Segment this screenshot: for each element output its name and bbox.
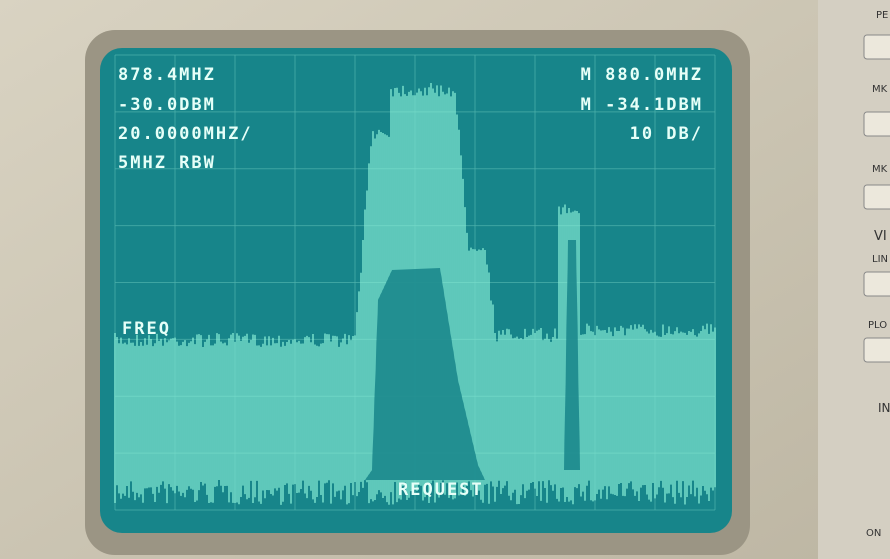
- button[interactable]: [864, 35, 890, 59]
- analyzer-photo: 878.4MHZ -30.0DBM 20.0000MHZ/ 5MHZ RBW M…: [0, 0, 890, 559]
- center-freq: 878.4MHZ: [118, 65, 216, 85]
- span: 20.0000MHZ/: [118, 124, 253, 144]
- freq-label: FREQ: [122, 319, 171, 339]
- panel-label: LIN: [872, 254, 888, 265]
- panel-label: IN: [878, 401, 890, 415]
- marker-level: M -34.1DBM: [581, 95, 703, 115]
- panel-label: MK /O: [872, 84, 890, 95]
- request-label: REQUEST: [398, 480, 484, 500]
- rbw: 5MHZ RBW: [118, 153, 216, 173]
- panel-label: PE FI: [876, 10, 890, 21]
- panel-label: MK: [872, 164, 888, 175]
- button[interactable]: [864, 338, 890, 362]
- marker-freq: M 880.0MHZ: [581, 65, 703, 85]
- scale: 10 DB/: [630, 124, 703, 144]
- button[interactable]: [864, 112, 890, 136]
- button[interactable]: [864, 272, 890, 296]
- panel-label: ON: [866, 528, 881, 539]
- panel-label: VI: [874, 229, 887, 244]
- panel-label: PLO: [868, 320, 887, 331]
- ref-level: -30.0DBM: [118, 95, 216, 115]
- button[interactable]: [864, 185, 890, 209]
